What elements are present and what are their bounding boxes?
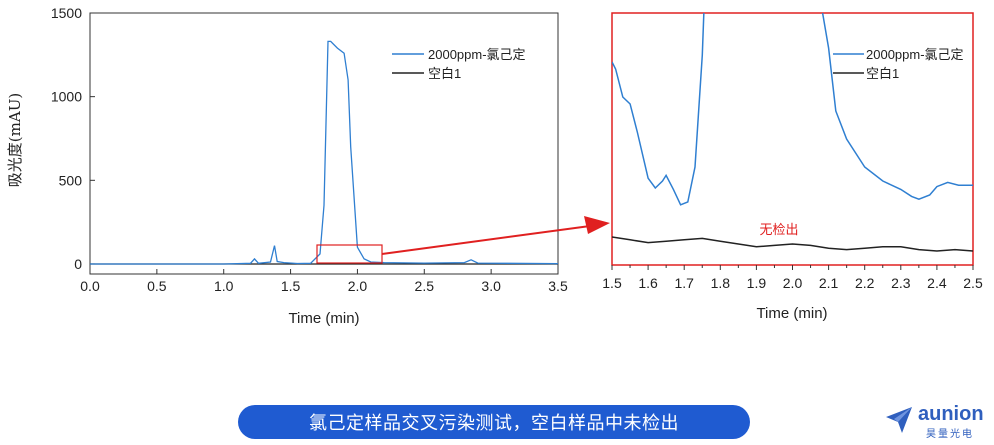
overview-x-tick-label: 1.5 [281,278,301,294]
zoom-x-axis-label: Time (min) [756,305,827,322]
overview-x-tick-label: 3.0 [481,278,501,294]
zoom-x-tick-label: 2.2 [855,275,875,291]
zoom-region-box [316,244,383,264]
overview-chart: 0.0 0.5 1.0 1.5 2.0 2.5 3.0 3.5 0 500 1000 1500 吸光度… [6,5,568,327]
overview-plot-frame [89,12,559,275]
zoom-series-line-blank [612,236,973,252]
zoom-ticks: 1.5 1.6 1.7 1.8 1.9 2.0 2.1 2.2 2.3 2.4 2.5 [602,265,983,291]
zoom-x-tick-label: 2.3 [891,275,911,291]
zoom-x-tick-label: 1.7 [674,275,694,291]
zoom-x-tick-label: 1.8 [711,275,731,291]
overview-x-tick-label: 1.0 [214,278,234,294]
zoom-legend-label-main: 2000ppm-氯己定 [866,47,964,62]
overview-x-tick-label: 2.0 [348,278,368,294]
overview-x-tick-label: 3.5 [548,278,568,294]
overview-x-tick-label: 2.5 [415,278,435,294]
zoom-series [612,13,973,252]
caption-text: 氯己定样品交叉污染测试，空白样品中未检出 [309,413,679,433]
paper-plane-icon [886,407,912,433]
overview-legend-label-blank: 空白1 [428,66,461,81]
overview-x-tick-label: 0.0 [80,278,100,294]
overview-legend-label-main: 2000ppm-氯己定 [428,47,526,62]
zoom-x-tick-label: 2.4 [927,275,947,291]
zoom-x-tick-label: 2.0 [783,275,803,291]
zoom-series-line-main [612,13,973,206]
overview-y-tick-label: 1000 [51,89,82,105]
zoom-x-tick-label: 1.9 [747,275,767,291]
brand-subtitle: 昊量光电 [926,429,974,440]
no-detection-annotation: 无检出 [759,223,798,238]
overview-x-axis-label: Time (min) [288,310,359,327]
zoom-legend: 2000ppm-氯己定 空白1 [833,47,964,81]
overview-y-tick-label: 500 [59,172,83,188]
overview-y-axis-label: 吸光度(mAU) [6,93,24,187]
zoom-x-tick-label: 2.5 [963,275,983,291]
overview-x-tick-label: 0.5 [147,278,167,294]
zoom-legend-label-blank: 空白1 [866,66,899,81]
overview-y-tick-label: 1500 [51,5,82,21]
overview-legend: 2000ppm-氯己定 空白1 [392,47,526,81]
zoom-x-tick-label: 2.1 [819,275,839,291]
zoom-x-tick-label: 1.5 [602,275,622,291]
overview-series-line-main [90,40,559,265]
brand-logo: aunion 昊量光电 [884,403,988,443]
zoom-chart: 1.5 1.6 1.7 1.8 1.9 2.0 2.1 2.2 2.3 2.4 2.5 Time (… [602,12,983,322]
zoom-arrow [381,216,610,255]
overview-y-tick-label: 0 [74,256,82,272]
caption-banner: 氯己定样品交叉污染测试，空白样品中未检出 [238,405,750,439]
brand-name: aunion [918,403,984,425]
overview-series [90,40,559,265]
zoom-arrow-head [584,216,610,234]
zoom-x-tick-label: 1.6 [638,275,658,291]
